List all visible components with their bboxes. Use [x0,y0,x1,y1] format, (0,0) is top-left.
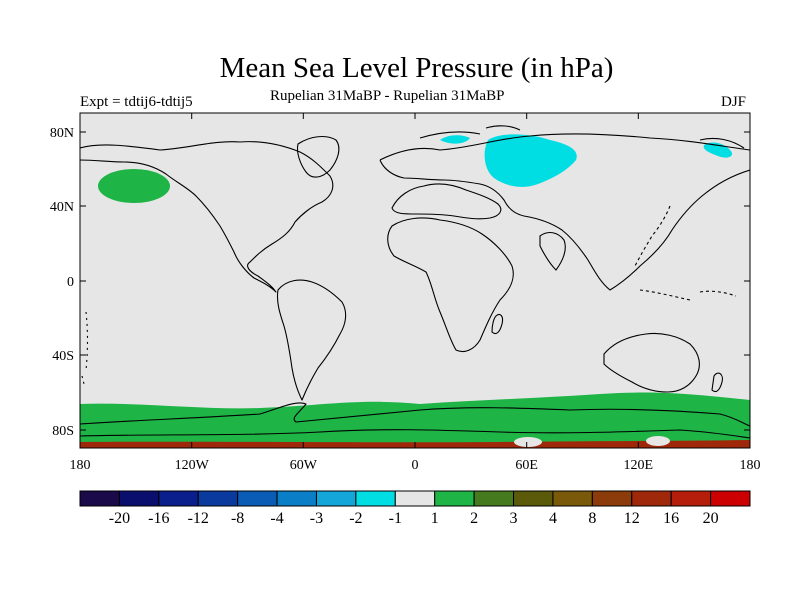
gap-south-1 [514,437,542,447]
coastline-madagascar [491,313,504,335]
colorbar-label: 12 [624,510,640,527]
y-tick-80s: 80S [52,424,74,439]
colorbar-label: 4 [549,510,557,527]
coastline-europe [391,183,502,220]
gap-south-2 [646,436,670,446]
coastline-antarctica [80,402,750,439]
season-label: DJF [721,94,747,110]
map-background [80,113,750,448]
coastline-africa [387,217,514,353]
x-tick-180w: 180 [70,458,91,473]
period-label: Rupelian 31MaBP - Rupelian 31MaBP [270,88,505,104]
colorbar-label: 20 [703,510,719,527]
colorbar-label: -2 [349,510,362,527]
coastline-eurasia [379,133,750,291]
coastline-greenland [296,135,340,178]
x-axis-ticks [79,113,751,448]
colorbar [79,490,751,507]
x-tick-60w: 60W [290,458,318,473]
y-tick-40n: 40N [50,200,74,215]
colorbar-box [394,490,436,507]
colorbar-label: -20 [109,510,130,527]
colorbar-box [434,490,475,507]
colorbar-label: -12 [188,510,209,527]
x-tick-120e: 120E [624,458,654,473]
experiment-label: Expt = tdtij6-tdtij5 [80,94,193,110]
colorbar-box [315,490,357,507]
colorbar-box [79,490,120,507]
coastline-southeast-asia-islands [639,289,737,301]
y-axis-ticks [80,131,750,431]
coastline-new-zealand [711,372,723,393]
colorbar-box [631,490,672,507]
colorbar-box [670,490,712,507]
coastline-japan-arc [633,205,671,269]
colorbar-label: -8 [231,510,244,527]
y-tick-40s: 40S [52,349,74,364]
colorbar-box [118,490,160,507]
colorbar-box [552,490,593,507]
coastline-north-america [80,141,334,293]
x-tick-120w: 120W [175,458,210,473]
colorbar-label: -16 [148,510,169,527]
colorbar-labels: -20 -16 -12 -8 -4 -3 -2 -1 1 2 3 4 8 12 16 20 [109,510,719,527]
colorbar-label: -4 [270,510,283,527]
coastline-pacific-islands [81,311,89,385]
colorbar-label: 3 [510,510,518,527]
colorbar-box [158,490,199,507]
colorbar-box [197,490,239,507]
colorbar-label: -1 [389,510,402,527]
colorbar-label: 16 [663,510,679,527]
colorbar-box [710,490,751,507]
colorbar-label: 1 [431,510,439,527]
anomaly-north-pacific [98,169,170,203]
coastline-australia [603,332,700,393]
colorbar-box [276,490,317,507]
x-tick-60e: 60E [515,458,538,473]
colorbar-box [355,490,396,507]
coastline-arctic-islands [419,125,745,149]
colorbar-label: 8 [588,510,596,527]
y-tick-0: 0 [67,275,74,290]
colorbar-box [591,490,633,507]
colorbar-box [473,490,515,507]
anomaly-siberia [484,134,577,187]
colorbar-label: 2 [470,510,478,527]
colorbar-box [513,490,554,507]
coastline-india [539,231,566,271]
y-tick-80n: 80N [50,126,74,141]
map-title: Mean Sea Level Pressure (in hPa) [219,52,614,84]
colorbar-label: -3 [310,510,323,527]
colorbar-box [237,490,278,507]
coastline-south-america [276,279,347,401]
anomaly-arctic-small [440,135,470,144]
x-tick-0: 0 [412,458,419,473]
x-tick-180e: 180 [740,458,761,473]
